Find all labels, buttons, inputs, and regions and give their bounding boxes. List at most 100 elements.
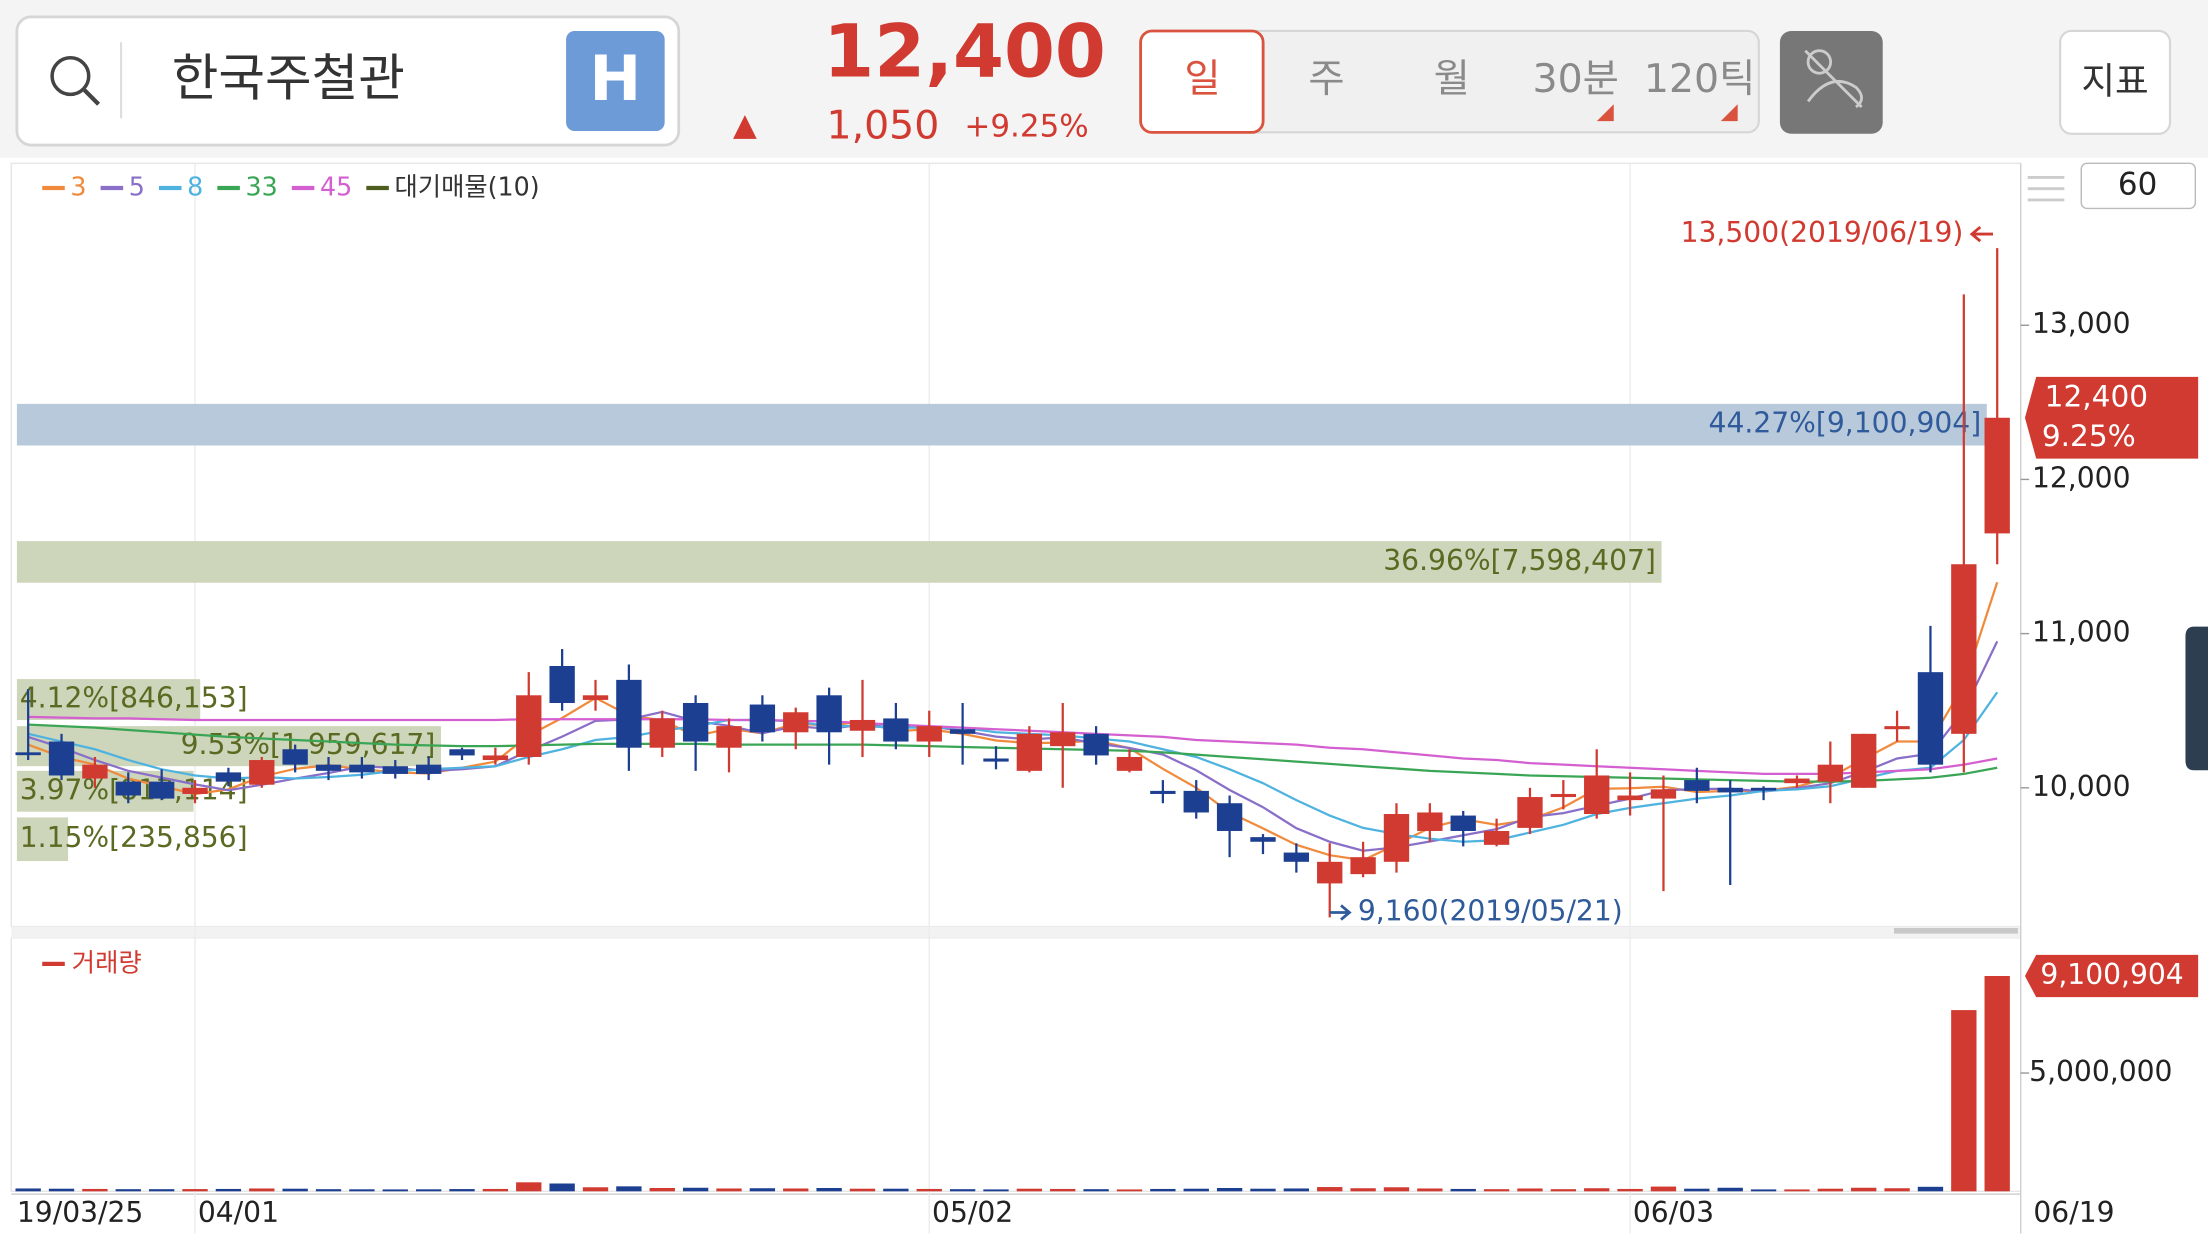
candle-body <box>48 741 75 776</box>
profile-band <box>16 726 441 767</box>
x-tick-label: 05/02 <box>932 1196 1013 1229</box>
tool-icon <box>1806 79 1863 109</box>
volume-bar <box>449 1189 475 1192</box>
x-tick-label: 19/03/25 <box>17 1196 143 1229</box>
scroll-thumb <box>1893 927 2018 934</box>
candle-body <box>382 766 408 774</box>
volume-bar <box>1350 1188 1376 1192</box>
volume-bar <box>1951 1010 1977 1192</box>
candle-body <box>716 726 742 748</box>
candle-body <box>1483 830 1510 845</box>
candle-body <box>349 764 375 773</box>
candle-body <box>1650 789 1677 799</box>
candle-body <box>616 679 642 748</box>
volume-bar <box>1984 976 2010 1192</box>
tab-marker <box>1596 104 1614 122</box>
candle-body <box>516 695 542 757</box>
profile-band <box>16 541 1662 583</box>
volume-bar <box>282 1188 308 1192</box>
volume-bar <box>48 1188 75 1192</box>
side-handle[interactable] <box>2185 626 2208 771</box>
volume-bar <box>148 1189 175 1192</box>
candle-body <box>1050 732 1076 747</box>
candle-body <box>1784 778 1810 784</box>
change: 1,050 <box>827 103 940 149</box>
volume-bar <box>1884 1188 1910 1192</box>
period-box[interactable] <box>2080 162 2197 210</box>
volume-bar <box>1817 1188 1844 1192</box>
volume-bar <box>1317 1187 1343 1192</box>
volume-bar <box>716 1188 742 1192</box>
tab[interactable]: 월 <box>1434 56 1470 102</box>
legend-label: 5 <box>129 172 145 202</box>
candle-body <box>849 719 876 731</box>
x-tick-label: 06/19 <box>2033 1196 2114 1229</box>
candle-body <box>1116 756 1143 771</box>
candle-body <box>1417 812 1443 831</box>
volume-bar <box>1383 1187 1410 1192</box>
tab-selected[interactable] <box>1139 29 1265 134</box>
candle-body <box>282 749 308 765</box>
tab[interactable]: 120틱 <box>1644 56 1755 102</box>
volume-bar <box>1216 1187 1243 1192</box>
volume-bar <box>1016 1188 1043 1192</box>
menu-icon[interactable] <box>2027 176 2065 202</box>
volume-bar <box>649 1187 675 1192</box>
volume-bar <box>783 1188 809 1192</box>
candle-body <box>182 787 208 794</box>
volume-panel <box>10 937 2022 1193</box>
candle-body <box>883 718 909 742</box>
volume-bar <box>1283 1188 1310 1192</box>
volume-bar <box>215 1188 242 1192</box>
period: 60 <box>2118 166 2157 202</box>
search-box[interactable] <box>15 15 681 147</box>
indicator-button[interactable] <box>2059 29 2172 135</box>
volume-bar <box>249 1188 275 1192</box>
volume-bar <box>849 1188 876 1192</box>
candle-body <box>1450 815 1476 831</box>
y-tick-label: 12,000 <box>2032 461 2131 494</box>
candle-body <box>1884 726 1910 730</box>
candle-body <box>1851 733 1877 788</box>
volume-bar <box>816 1187 842 1192</box>
y-tick-label: 10,000 <box>2032 770 2131 803</box>
candle-body <box>1584 775 1610 815</box>
volume-bar <box>1550 1189 1577 1192</box>
profile-label: 36.96%[7,598,407] <box>1383 544 1656 577</box>
candle-body <box>682 703 709 742</box>
candle-body <box>1250 837 1276 842</box>
volume-bar <box>82 1188 108 1192</box>
volume-bar <box>115 1189 141 1192</box>
candle-body <box>783 712 809 733</box>
ma-line <box>28 715 1998 776</box>
candle-body <box>983 758 1009 762</box>
indicator-text: 지표 <box>2081 60 2148 103</box>
candle-body <box>1083 733 1109 756</box>
tab[interactable]: 일 <box>1184 56 1220 102</box>
price: 12,400 <box>823 9 1106 94</box>
volume-bar <box>1116 1189 1143 1192</box>
tab[interactable]: 30분 <box>1533 56 1619 102</box>
y-tick-label: 5,000,000 <box>2029 1055 2172 1088</box>
legend-swatch <box>42 185 65 191</box>
y-tick-label: 11,000 <box>2032 616 2131 649</box>
volume-bar <box>682 1187 709 1192</box>
volume-bar <box>1083 1189 1109 1192</box>
volume-bar <box>1150 1188 1176 1192</box>
volume-bar <box>1784 1189 1810 1192</box>
volume-bar <box>482 1188 509 1192</box>
x-tick-label: 04/01 <box>198 1196 279 1229</box>
volume-bar <box>582 1187 609 1192</box>
candle-body <box>1150 790 1176 794</box>
volume-bar <box>549 1183 575 1192</box>
tab[interactable]: 주 <box>1308 56 1344 102</box>
candle-body <box>816 695 842 733</box>
volume-bar <box>1250 1188 1276 1192</box>
candle-body <box>249 760 275 785</box>
profile-band <box>16 403 1987 446</box>
volume-legend: 거래량 <box>72 948 142 978</box>
volume-bar <box>1417 1188 1443 1192</box>
search-icon <box>50 55 91 97</box>
volume-bar <box>1684 1188 1710 1192</box>
